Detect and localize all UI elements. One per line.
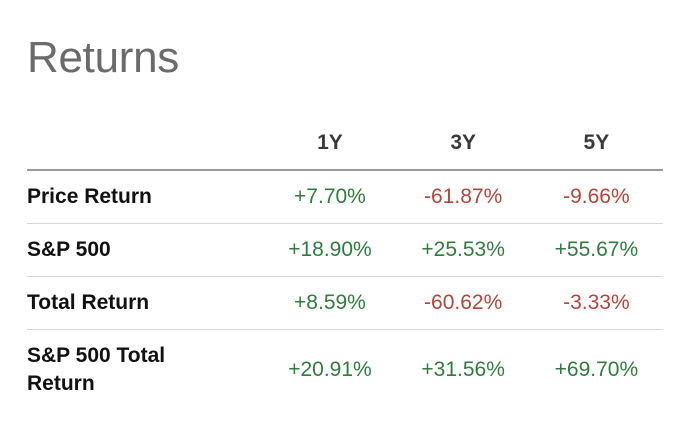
row-label: Price Return [27, 170, 264, 224]
table-row: Total Return +8.59% -60.62% -3.33% [27, 276, 663, 330]
column-header-1y: 1Y [263, 117, 397, 171]
table-row: Price Return +7.70% -61.87% -9.66% [27, 170, 663, 224]
value-cell: +7.70% [263, 170, 397, 224]
table-header: 1Y 3Y 5Y [27, 117, 663, 171]
value-cell: +18.90% [263, 223, 397, 277]
table-body: Price Return +7.70% -61.87% -9.66% S&P 5… [27, 170, 663, 410]
returns-table: 1Y 3Y 5Y Price Return +7.70% -61.87% -9.… [27, 117, 663, 410]
value-cell: +25.53% [396, 223, 530, 277]
header-label-cell [27, 117, 264, 171]
column-header-5y: 5Y [529, 117, 663, 171]
row-label: Total Return [27, 276, 264, 330]
table-row: S&P 500 Total Return +20.91% +31.56% +69… [27, 330, 663, 411]
value-cell: -61.87% [396, 170, 530, 224]
value-cell: +55.67% [529, 223, 663, 277]
value-cell: -9.66% [529, 170, 663, 224]
value-cell: +31.56% [421, 358, 505, 381]
page-title: Returns [27, 33, 179, 82]
value-cell: +69.70% [554, 358, 639, 381]
value-cell: +20.91% [288, 358, 372, 381]
column-header-3y: 3Y [396, 117, 530, 171]
table-row: S&P 500 +18.90% +25.53% +55.67% [27, 223, 663, 277]
header-row: 1Y 3Y 5Y [27, 117, 663, 171]
row-label: S&P 500 [27, 223, 264, 277]
value-cell: +8.59% [263, 276, 397, 330]
row-label: S&P 500 Total Return [27, 344, 166, 395]
value-cell: -3.33% [529, 276, 663, 330]
value-cell: -60.62% [396, 276, 530, 330]
